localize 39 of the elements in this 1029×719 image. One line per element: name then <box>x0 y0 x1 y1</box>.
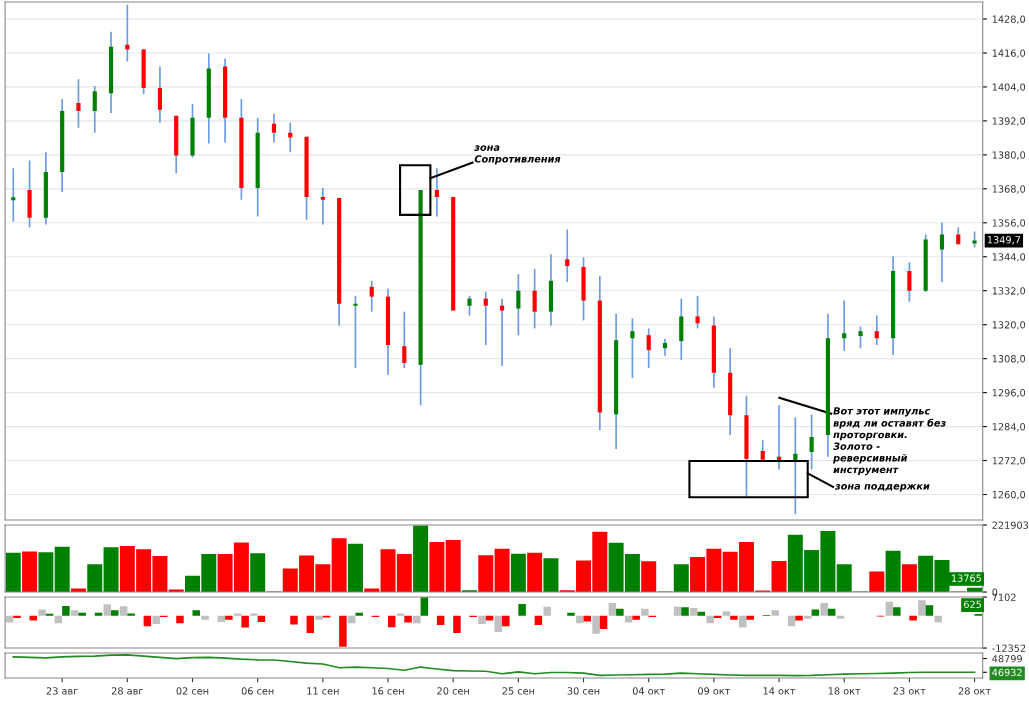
x-tick-label: 16 сен <box>372 687 404 695</box>
x-tick-label: 20 сен <box>437 687 469 695</box>
y-tick-label: 1392,0 <box>992 117 1026 126</box>
annotation: зона Сопротивления <box>474 145 561 165</box>
text: 1349,7 <box>987 236 1021 245</box>
y-tick-label: 1416,0 <box>992 49 1026 58</box>
x-tick-label: 09 окт <box>698 687 731 695</box>
data-label: 13765 <box>952 574 982 582</box>
y-tick-label: 1368,0 <box>992 185 1026 194</box>
x-tick-label: 02 сен <box>176 687 209 695</box>
y-tick-label: 1320,0 <box>992 321 1026 330</box>
x-tick-label: 28 авг <box>111 687 143 695</box>
y-tick-label: 1356,0 <box>992 219 1026 228</box>
annotation: зона поддержки <box>835 484 930 492</box>
y-tick-label: 1332,0 <box>992 287 1026 296</box>
y-tick-label: 46932 <box>992 668 1022 677</box>
x-tick-label: 23 авг <box>46 687 78 695</box>
x-tick-label: 30 сен <box>567 687 600 695</box>
y-tick-label: 221903 <box>992 521 1029 529</box>
data-label: 625 <box>964 600 982 608</box>
x-tick-label: 04 окт <box>632 687 665 695</box>
y-tick-label: 1308,0 <box>992 355 1026 364</box>
y-tick-label: 1272,0 <box>992 457 1026 466</box>
x-tick-label: 14 окт <box>763 687 796 695</box>
y-tick-label: 1380,0 <box>992 151 1026 160</box>
y-tick-label: 1404,0 <box>992 83 1026 92</box>
y-tick-label: 1260,0 <box>992 490 1026 500</box>
x-tick-label: 11 сен <box>307 687 339 695</box>
y-tick-label: -12352 <box>992 644 1026 652</box>
x-tick-label: 06 сен <box>241 687 274 695</box>
y-tick-label: 1296,0 <box>992 389 1026 398</box>
y-tick-label: 1344,0 <box>992 253 1026 262</box>
y-tick-label: 1284,0 <box>992 423 1026 432</box>
x-tick-label: 28 окт <box>958 687 991 695</box>
y-tick-label: 1428,0 <box>992 15 1026 24</box>
x-tick-label: 18 окт <box>828 687 861 695</box>
x-tick-label: 23 окт <box>893 687 926 695</box>
y-tick-label: 48799 <box>992 655 1022 663</box>
x-tick-label: 25 сен <box>502 687 535 695</box>
